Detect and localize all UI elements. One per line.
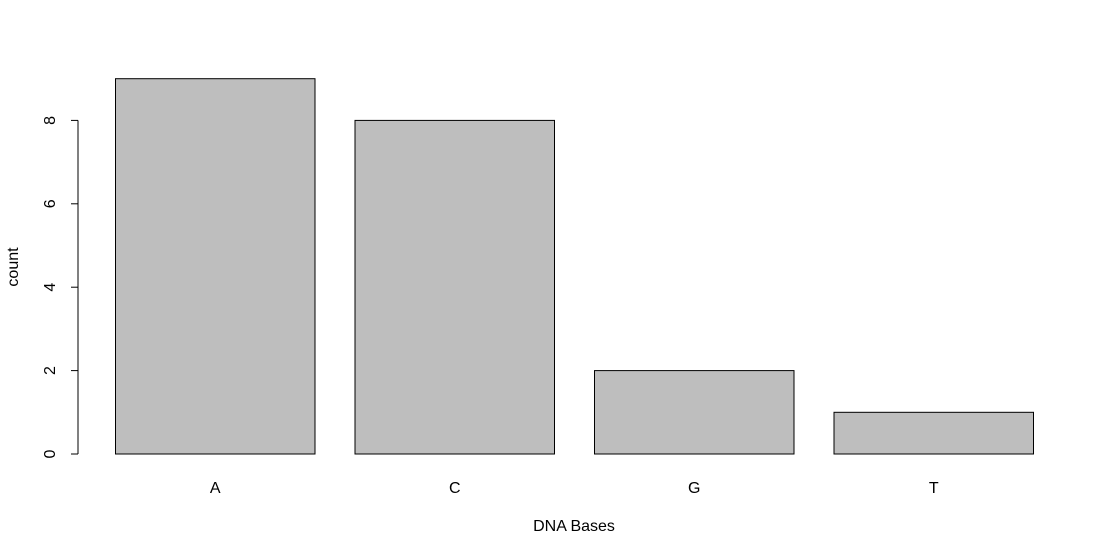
- y-tick-label: 0: [42, 449, 59, 458]
- x-tick-label: T: [929, 480, 939, 497]
- bar-g: [594, 370, 795, 455]
- x-tick-label: A: [210, 480, 221, 497]
- x-tick-label: G: [688, 480, 700, 497]
- bars: [115, 78, 1034, 455]
- y-tick-label: 4: [42, 283, 59, 292]
- y-tick-label: 6: [42, 199, 59, 208]
- bar-a: [115, 78, 316, 455]
- bar-c: [354, 119, 555, 455]
- y-axis: 0 2 4 6 8: [42, 116, 79, 458]
- x-tick-label: C: [449, 480, 461, 497]
- bar-t: [833, 411, 1034, 455]
- x-axis-title: DNA Bases: [533, 518, 615, 535]
- y-axis-title: count: [5, 247, 22, 287]
- y-tick-label: 2: [42, 366, 59, 375]
- y-tick-label: 8: [42, 116, 59, 125]
